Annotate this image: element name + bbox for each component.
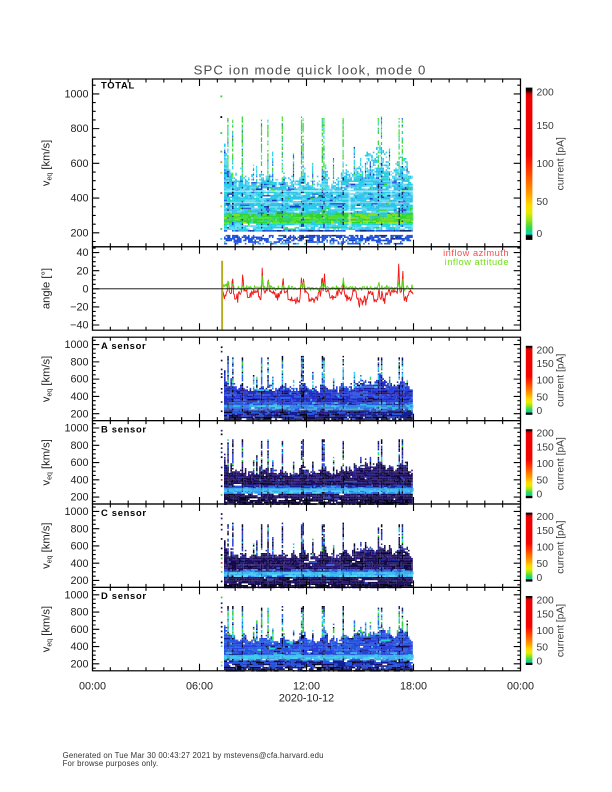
svg-text:600: 600 <box>70 541 88 553</box>
svg-text:600: 600 <box>70 624 88 636</box>
svg-text:0: 0 <box>537 573 543 584</box>
svg-text:100: 100 <box>537 543 554 554</box>
svg-text:1000: 1000 <box>64 89 88 101</box>
svg-text:For browse purposes only.: For browse purposes only. <box>63 759 159 768</box>
svg-text:Generated on Tue Mar 30 00:43:: Generated on Tue Mar 30 00:43:27 2021 by… <box>63 751 324 760</box>
svg-text:150: 150 <box>537 526 554 537</box>
svg-text:1000: 1000 <box>64 506 88 518</box>
svg-text:0: 0 <box>82 283 88 295</box>
svg-text:150: 150 <box>537 359 554 370</box>
svg-text:40: 40 <box>76 247 88 259</box>
svg-text:150: 150 <box>537 609 554 620</box>
svg-text:TOTAL: TOTAL <box>101 79 135 90</box>
svg-text:400: 400 <box>70 193 88 205</box>
svg-text:−40: −40 <box>70 320 88 332</box>
svg-text:200: 200 <box>70 492 88 504</box>
svg-text:current [pA]: current [pA] <box>556 520 567 573</box>
svg-text:current [pA]: current [pA] <box>556 437 567 490</box>
svg-text:200: 200 <box>70 227 88 239</box>
svg-text:inflow azimuth: inflow azimuth <box>443 248 509 258</box>
svg-text:2020-10-12: 2020-10-12 <box>279 693 334 705</box>
svg-text:1000: 1000 <box>64 339 88 351</box>
svg-text:200: 200 <box>537 429 554 440</box>
svg-text:1000: 1000 <box>64 423 88 435</box>
svg-text:200: 200 <box>537 512 554 523</box>
svg-text:400: 400 <box>70 558 88 570</box>
svg-text:inflow attitude: inflow attitude <box>445 257 509 267</box>
svg-text:600: 600 <box>70 374 88 386</box>
svg-text:200: 200 <box>537 596 554 607</box>
svg-text:50: 50 <box>537 559 549 570</box>
svg-text:50: 50 <box>537 643 549 654</box>
svg-text:200: 200 <box>70 408 88 420</box>
svg-text:100: 100 <box>537 626 554 637</box>
svg-text:0: 0 <box>537 656 543 667</box>
svg-text:SPC ion mode quick look, mode: SPC ion mode quick look, mode 0 <box>194 63 427 78</box>
svg-text:C sensor: C sensor <box>101 507 147 518</box>
svg-text:18:00: 18:00 <box>400 681 427 693</box>
svg-text:1000: 1000 <box>64 589 88 601</box>
svg-text:400: 400 <box>70 474 88 486</box>
svg-text:150: 150 <box>537 121 554 132</box>
svg-text:D sensor: D sensor <box>101 590 147 601</box>
svg-text:600: 600 <box>70 457 88 469</box>
svg-text:current [pA]: current [pA] <box>556 354 567 407</box>
svg-text:current [pA]: current [pA] <box>556 604 567 657</box>
svg-text:200: 200 <box>537 345 554 356</box>
svg-text:0: 0 <box>537 229 543 240</box>
svg-text:200: 200 <box>70 659 88 671</box>
svg-text:100: 100 <box>537 159 554 170</box>
svg-text:800: 800 <box>70 440 88 452</box>
svg-text:12:00: 12:00 <box>293 681 320 693</box>
svg-text:0: 0 <box>537 490 543 501</box>
svg-text:150: 150 <box>537 443 554 454</box>
svg-text:00:00: 00:00 <box>79 681 106 693</box>
svg-text:06:00: 06:00 <box>186 681 213 693</box>
svg-text:200: 200 <box>537 87 554 98</box>
svg-text:600: 600 <box>70 158 88 170</box>
svg-text:50: 50 <box>537 476 549 487</box>
svg-text:50: 50 <box>537 197 549 208</box>
svg-text:200: 200 <box>70 575 88 587</box>
svg-text:angle [°]: angle [°] <box>41 268 53 309</box>
svg-text:800: 800 <box>70 123 88 135</box>
svg-text:400: 400 <box>70 641 88 653</box>
svg-text:0: 0 <box>537 406 543 417</box>
svg-text:00:00: 00:00 <box>507 681 534 693</box>
svg-text:400: 400 <box>70 391 88 403</box>
svg-text:20: 20 <box>76 265 88 277</box>
svg-text:800: 800 <box>70 607 88 619</box>
svg-text:current [pA]: current [pA] <box>556 137 567 190</box>
svg-text:100: 100 <box>537 459 554 470</box>
svg-text:800: 800 <box>70 523 88 535</box>
svg-text:50: 50 <box>537 392 549 403</box>
svg-text:B sensor: B sensor <box>101 423 147 434</box>
svg-text:800: 800 <box>70 357 88 369</box>
svg-text:100: 100 <box>537 376 554 387</box>
svg-text:−20: −20 <box>70 302 88 314</box>
svg-text:A sensor: A sensor <box>101 340 146 351</box>
